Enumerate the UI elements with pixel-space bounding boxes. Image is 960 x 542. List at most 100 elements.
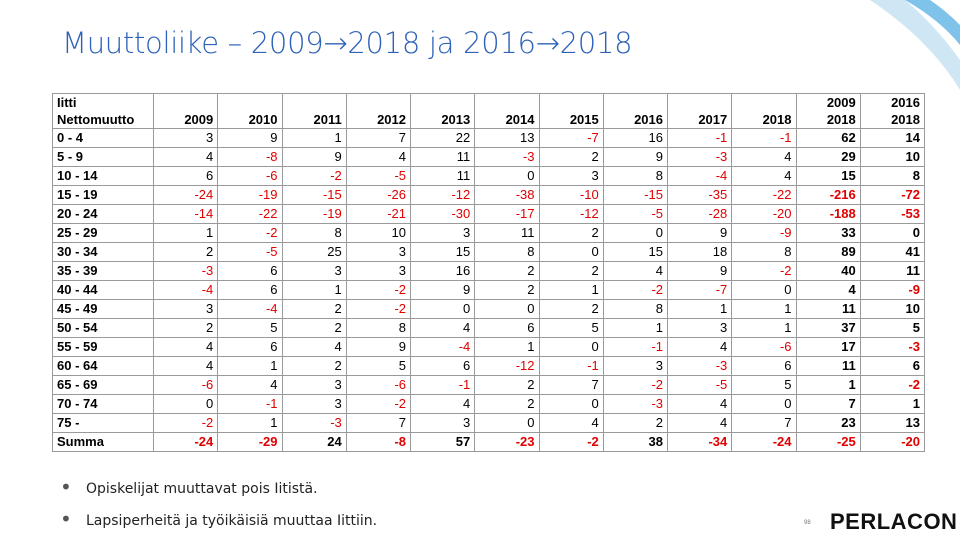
cell: -38 (474, 185, 540, 205)
cell: 4 (345, 147, 412, 167)
swoosh (905, 0, 960, 45)
table-row: 40 - 44 -4 6 1 -2 9 2 1 -2 -7 0 4 -9 (52, 280, 926, 300)
cell: -3 (666, 147, 733, 167)
cell: -1 (538, 356, 604, 376)
cell: 2 (152, 318, 219, 338)
cell: 11 (474, 223, 540, 243)
row-label: 35 - 39 (52, 261, 154, 281)
cell: 4 (152, 356, 219, 376)
cell: 9 (345, 337, 412, 357)
data-table: Iitti 2009 2016 Nettomuutto 2009 2010 2011 2012… (52, 93, 926, 452)
cell: 2 (538, 147, 604, 167)
slide-title: Muuttoliike – 2009→2018 ja 2016→2018 (62, 26, 633, 60)
cell: -25 (795, 432, 861, 452)
bullet: Opiskelijat muuttavat pois Iitistä. (60, 476, 377, 510)
cell: 1 (538, 280, 604, 300)
cell: -17 (474, 204, 540, 224)
cell: 6 (474, 318, 540, 338)
cell: -4 (409, 337, 476, 357)
cell: 3 (602, 356, 669, 376)
cell: -3 (666, 356, 733, 376)
header-cell: 2012 (345, 111, 412, 129)
cell: -72 (859, 185, 926, 205)
cell: 1 (152, 223, 219, 243)
table-row: 55 - 59 4 6 4 9 -4 1 0 -1 4 -6 17 -3 (52, 337, 926, 357)
cell: -24 (152, 432, 219, 452)
table-row: 5 - 9 4 -8 9 4 11 -3 2 9 -3 4 29 10 (52, 147, 926, 167)
cell: -5 (666, 375, 733, 395)
cell: -12 (474, 356, 540, 376)
cell: -12 (409, 185, 476, 205)
cell: 0 (538, 242, 604, 262)
cell: -5 (602, 204, 669, 224)
cell: 9 (409, 280, 476, 300)
table-row: 35 - 39 -3 6 3 3 16 2 2 4 9 -2 40 11 (52, 261, 926, 281)
table-row: 30 - 34 2 -5 25 3 15 8 0 15 18 8 89 41 (52, 242, 926, 262)
cell: -19 (217, 185, 283, 205)
cell: 11 (409, 147, 476, 167)
cell: -2 (731, 261, 797, 281)
cell: 0 (602, 223, 669, 243)
cell: 11 (795, 356, 861, 376)
cell: 22 (409, 128, 476, 148)
header-row: Nettomuutto 2009 2010 2011 2012 2013 2014 2015 2… (52, 111, 926, 129)
cell: 2 (474, 394, 540, 414)
header-cell: Iitti (52, 93, 154, 111)
cell: 16 (409, 261, 476, 281)
cell: 6 (217, 337, 283, 357)
cell: -30 (409, 204, 476, 224)
cell: 13 (474, 128, 540, 148)
header-cell: 2009 (152, 111, 219, 129)
row-label: 55 - 59 (52, 337, 154, 357)
cell: -24 (731, 432, 797, 452)
cell: -20 (859, 432, 926, 452)
cell: 0 (859, 223, 926, 243)
cell: 1 (602, 318, 669, 338)
cell: 9 (666, 223, 733, 243)
row-label: 50 - 54 (52, 318, 154, 338)
cell: -3 (602, 394, 669, 414)
cell: -216 (795, 185, 861, 205)
header-cell (281, 93, 347, 111)
cell: 7 (345, 413, 412, 433)
header-cell: 2010 (217, 111, 283, 129)
cell: 4 (666, 337, 733, 357)
cell: -2 (602, 280, 669, 300)
cell: 17 (795, 337, 861, 357)
cell: 9 (602, 147, 669, 167)
cell: 4 (217, 375, 283, 395)
cell: 7 (538, 375, 604, 395)
row-label: 60 - 64 (52, 356, 154, 376)
header-cell: 2016 (602, 111, 669, 129)
row-label: 30 - 34 (52, 242, 154, 262)
cell: -14 (152, 204, 219, 224)
row-label: 70 - 74 (52, 394, 154, 414)
cell: -8 (345, 432, 412, 452)
cell: 2 (152, 242, 219, 262)
row-label: 0 - 4 (52, 128, 154, 148)
cell: -2 (217, 223, 283, 243)
cell: 7 (345, 128, 412, 148)
cell: 6 (217, 280, 283, 300)
table-row: 50 - 54 2 5 2 8 4 6 5 1 3 1 37 5 (52, 318, 926, 338)
cell: -2 (859, 375, 926, 395)
cell: 8 (474, 242, 540, 262)
row-label: 5 - 9 (52, 147, 154, 167)
cell: 1 (666, 299, 733, 319)
cell: -2 (152, 413, 219, 433)
cell: 4 (731, 147, 797, 167)
cell: 18 (666, 242, 733, 262)
cell: -5 (345, 166, 412, 186)
swoosh (870, 0, 960, 90)
cell: 3 (345, 242, 412, 262)
cell: 6 (152, 166, 219, 186)
row-label: 15 - 19 (52, 185, 154, 205)
cell: 38 (602, 432, 669, 452)
cell: -6 (217, 166, 283, 186)
cell: -23 (474, 432, 540, 452)
cell: -1 (731, 128, 797, 148)
cell: -3 (474, 147, 540, 167)
cell: -1 (602, 337, 669, 357)
cell: 2 (281, 299, 347, 319)
cell: 0 (538, 337, 604, 357)
